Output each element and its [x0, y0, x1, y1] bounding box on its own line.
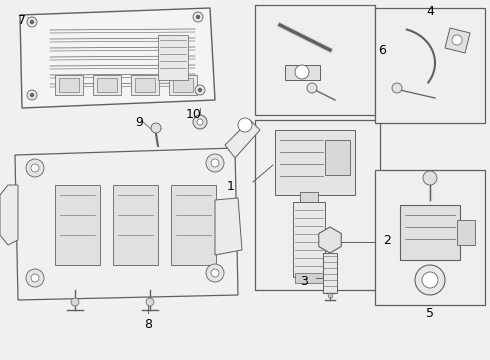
- Polygon shape: [15, 148, 238, 300]
- Polygon shape: [0, 185, 18, 245]
- Circle shape: [211, 269, 219, 277]
- Bar: [255, 5, 375, 115]
- Circle shape: [26, 269, 44, 287]
- Circle shape: [423, 171, 437, 185]
- Bar: [158, 35, 188, 80]
- Circle shape: [27, 90, 37, 100]
- Circle shape: [31, 164, 39, 172]
- Bar: [131, 75, 159, 95]
- Text: 5: 5: [426, 307, 434, 320]
- Polygon shape: [445, 28, 470, 53]
- Bar: [275, 130, 355, 195]
- Polygon shape: [20, 8, 215, 108]
- Polygon shape: [285, 65, 320, 80]
- Bar: [400, 205, 460, 260]
- Text: 9: 9: [135, 116, 143, 129]
- Bar: [55, 75, 83, 95]
- Circle shape: [195, 85, 205, 95]
- Text: 1: 1: [227, 180, 235, 193]
- Circle shape: [307, 83, 317, 93]
- Bar: [328, 293, 332, 297]
- Circle shape: [211, 159, 219, 167]
- Bar: [293, 202, 325, 277]
- Bar: [173, 78, 193, 92]
- Text: 10: 10: [186, 108, 202, 121]
- Circle shape: [30, 20, 34, 24]
- Circle shape: [238, 118, 252, 132]
- Circle shape: [198, 88, 202, 92]
- Bar: [171, 185, 216, 265]
- Circle shape: [193, 12, 203, 22]
- Bar: [323, 253, 337, 293]
- Circle shape: [415, 265, 445, 295]
- Text: 8: 8: [144, 318, 152, 331]
- Circle shape: [452, 35, 462, 45]
- Text: 6: 6: [378, 44, 386, 57]
- Bar: [55, 185, 100, 265]
- Polygon shape: [225, 120, 260, 158]
- Text: 7: 7: [18, 14, 26, 27]
- Circle shape: [206, 154, 224, 172]
- Bar: [375, 8, 485, 123]
- Circle shape: [27, 17, 37, 27]
- Circle shape: [422, 272, 438, 288]
- Polygon shape: [318, 227, 341, 253]
- Circle shape: [295, 65, 309, 79]
- Circle shape: [151, 123, 161, 133]
- Bar: [59, 78, 79, 92]
- Bar: [97, 78, 117, 92]
- Bar: [169, 75, 197, 95]
- Circle shape: [30, 93, 34, 97]
- Text: 3: 3: [300, 275, 308, 288]
- Bar: [295, 273, 323, 283]
- Bar: [93, 75, 121, 95]
- Bar: [255, 120, 380, 290]
- Circle shape: [193, 115, 207, 129]
- Bar: [113, 185, 158, 265]
- Circle shape: [206, 264, 224, 282]
- Circle shape: [197, 119, 203, 125]
- Circle shape: [26, 159, 44, 177]
- Bar: [325, 140, 350, 175]
- Circle shape: [146, 298, 154, 306]
- Bar: [375, 170, 485, 305]
- Bar: [135, 78, 155, 92]
- Circle shape: [31, 274, 39, 282]
- Text: 2: 2: [383, 234, 391, 247]
- Text: 4: 4: [426, 5, 434, 18]
- Circle shape: [71, 298, 79, 306]
- Polygon shape: [215, 198, 242, 255]
- Circle shape: [196, 15, 200, 19]
- Bar: [300, 192, 318, 204]
- Bar: [457, 220, 475, 245]
- Circle shape: [392, 83, 402, 93]
